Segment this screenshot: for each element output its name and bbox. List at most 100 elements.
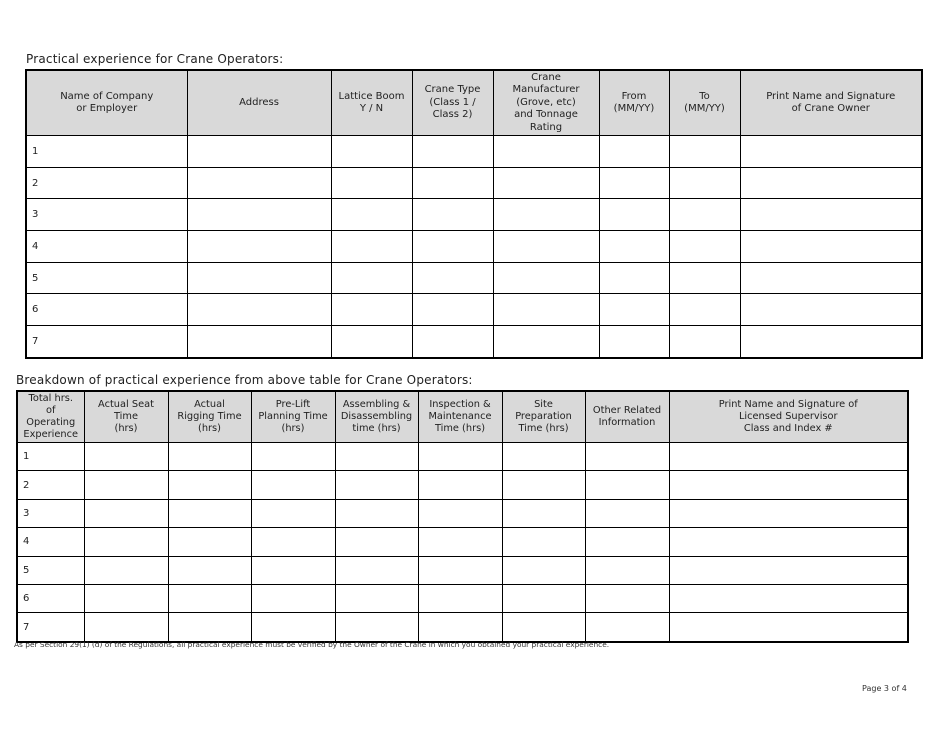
- entry-cell[interactable]: [598, 293, 670, 327]
- entry-cell[interactable]: [330, 166, 413, 200]
- entry-cell[interactable]: [411, 293, 494, 327]
- entry-cell[interactable]: [334, 583, 419, 614]
- entry-cell[interactable]: [492, 135, 600, 168]
- entry-cell[interactable]: [584, 470, 670, 500]
- entry-cell[interactable]: [83, 470, 169, 500]
- row-number[interactable]: 1: [16, 441, 85, 472]
- entry-cell[interactable]: [668, 498, 909, 529]
- entry-cell[interactable]: [250, 612, 336, 643]
- entry-cell[interactable]: [739, 325, 923, 359]
- row-number[interactable]: 7: [25, 325, 188, 359]
- row-number[interactable]: 5: [16, 555, 85, 585]
- entry-cell[interactable]: [250, 583, 336, 614]
- entry-cell[interactable]: [411, 166, 494, 200]
- entry-cell[interactable]: [411, 325, 494, 359]
- entry-cell[interactable]: [668, 198, 741, 232]
- entry-cell[interactable]: [83, 555, 169, 585]
- entry-cell[interactable]: [250, 555, 336, 585]
- entry-cell[interactable]: [501, 498, 586, 529]
- entry-cell[interactable]: [598, 198, 670, 232]
- entry-cell[interactable]: [584, 612, 670, 643]
- entry-cell[interactable]: [598, 135, 670, 168]
- entry-cell[interactable]: [584, 498, 670, 529]
- entry-cell[interactable]: [501, 470, 586, 500]
- entry-cell[interactable]: [250, 470, 336, 500]
- entry-cell[interactable]: [492, 293, 600, 327]
- entry-cell[interactable]: [334, 441, 419, 472]
- entry-cell[interactable]: [668, 441, 909, 472]
- row-number[interactable]: 7: [16, 612, 85, 643]
- row-number[interactable]: 3: [16, 498, 85, 529]
- entry-cell[interactable]: [186, 198, 332, 232]
- entry-cell[interactable]: [417, 498, 503, 529]
- entry-cell[interactable]: [83, 527, 169, 557]
- entry-cell[interactable]: [417, 555, 503, 585]
- entry-cell[interactable]: [739, 230, 923, 263]
- row-number[interactable]: 4: [16, 527, 85, 557]
- entry-cell[interactable]: [186, 166, 332, 200]
- entry-cell[interactable]: [411, 230, 494, 263]
- entry-cell[interactable]: [668, 135, 741, 168]
- entry-cell[interactable]: [584, 555, 670, 585]
- entry-cell[interactable]: [668, 166, 741, 200]
- entry-cell[interactable]: [417, 612, 503, 643]
- entry-cell[interactable]: [330, 261, 413, 295]
- entry-cell[interactable]: [334, 498, 419, 529]
- row-number[interactable]: 6: [16, 583, 85, 614]
- entry-cell[interactable]: [668, 555, 909, 585]
- entry-cell[interactable]: [598, 230, 670, 263]
- entry-cell[interactable]: [584, 441, 670, 472]
- entry-cell[interactable]: [492, 166, 600, 200]
- row-number[interactable]: 1: [25, 135, 188, 168]
- row-number[interactable]: 2: [25, 166, 188, 200]
- entry-cell[interactable]: [668, 527, 909, 557]
- entry-cell[interactable]: [334, 612, 419, 643]
- entry-cell[interactable]: [334, 555, 419, 585]
- entry-cell[interactable]: [668, 325, 741, 359]
- entry-cell[interactable]: [167, 470, 252, 500]
- row-number[interactable]: 6: [25, 293, 188, 327]
- entry-cell[interactable]: [739, 166, 923, 200]
- entry-cell[interactable]: [598, 261, 670, 295]
- entry-cell[interactable]: [492, 325, 600, 359]
- entry-cell[interactable]: [739, 261, 923, 295]
- entry-cell[interactable]: [330, 293, 413, 327]
- entry-cell[interactable]: [668, 293, 741, 327]
- entry-cell[interactable]: [250, 498, 336, 529]
- entry-cell[interactable]: [186, 261, 332, 295]
- entry-cell[interactable]: [411, 135, 494, 168]
- entry-cell[interactable]: [501, 441, 586, 472]
- entry-cell[interactable]: [83, 441, 169, 472]
- row-number[interactable]: 5: [25, 261, 188, 295]
- entry-cell[interactable]: [417, 583, 503, 614]
- entry-cell[interactable]: [330, 198, 413, 232]
- entry-cell[interactable]: [250, 441, 336, 472]
- entry-cell[interactable]: [739, 198, 923, 232]
- entry-cell[interactable]: [584, 583, 670, 614]
- entry-cell[interactable]: [250, 527, 336, 557]
- entry-cell[interactable]: [492, 198, 600, 232]
- entry-cell[interactable]: [186, 293, 332, 327]
- row-number[interactable]: 3: [25, 198, 188, 232]
- entry-cell[interactable]: [330, 135, 413, 168]
- entry-cell[interactable]: [739, 293, 923, 327]
- entry-cell[interactable]: [739, 135, 923, 168]
- entry-cell[interactable]: [668, 583, 909, 614]
- entry-cell[interactable]: [167, 527, 252, 557]
- entry-cell[interactable]: [668, 470, 909, 500]
- entry-cell[interactable]: [330, 325, 413, 359]
- entry-cell[interactable]: [417, 470, 503, 500]
- entry-cell[interactable]: [492, 230, 600, 263]
- entry-cell[interactable]: [598, 166, 670, 200]
- entry-cell[interactable]: [501, 612, 586, 643]
- entry-cell[interactable]: [411, 198, 494, 232]
- row-number[interactable]: 2: [16, 470, 85, 500]
- entry-cell[interactable]: [83, 612, 169, 643]
- entry-cell[interactable]: [501, 527, 586, 557]
- entry-cell[interactable]: [668, 261, 741, 295]
- entry-cell[interactable]: [167, 498, 252, 529]
- entry-cell[interactable]: [584, 527, 670, 557]
- entry-cell[interactable]: [334, 527, 419, 557]
- entry-cell[interactable]: [501, 583, 586, 614]
- entry-cell[interactable]: [492, 261, 600, 295]
